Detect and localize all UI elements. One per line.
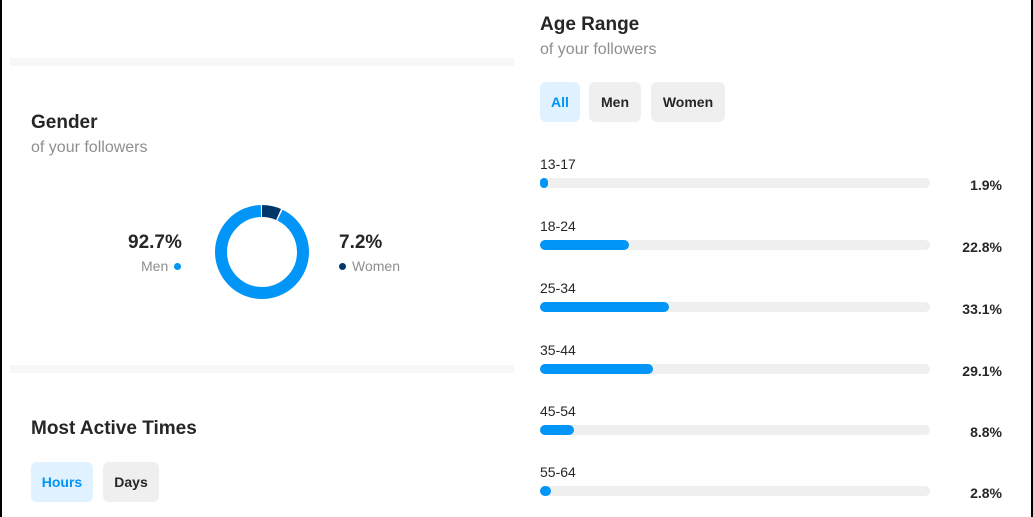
tab-days[interactable]: Days [103,462,159,502]
gender-subtitle: of your followers [31,139,148,156]
age-row-label: 45-54 [540,403,576,419]
age-bar-track [540,364,930,374]
age-row-value: 1.9% [970,177,1002,193]
age-range-subtitle: of your followers [540,41,657,58]
men-legend-dot [174,262,182,270]
women-legend-label: Women [352,258,400,274]
men-legend-label: Men [141,258,169,274]
age-bar-track [540,302,930,312]
age-bar-fill [540,178,548,188]
age-row: 55-64 2.8% [540,464,1002,514]
women-percent: 7.2% [339,232,383,253]
section-divider [10,58,514,66]
age-bar-fill [540,486,551,496]
women-legend: Women [339,258,400,274]
age-row-value: 2.8% [970,485,1002,501]
age-row-value: 22.8% [962,239,1002,255]
window-frame-right [1031,0,1033,517]
section-divider [10,365,514,373]
age-bar-track [540,178,930,188]
men-legend: Men [141,258,182,274]
filter-men[interactable]: Men [589,82,641,122]
age-row-value: 29.1% [962,363,1002,379]
age-row: 13-17 1.9% [540,156,1002,206]
age-row-label: 18-24 [540,218,576,234]
age-row: 25-34 33.1% [540,280,1002,330]
men-percent: 92.7% [128,232,182,253]
age-range-title: Age Range [540,14,640,35]
age-row-label: 55-64 [540,464,576,480]
age-row-label: 13-17 [540,156,576,172]
women-legend-dot [339,262,346,270]
gender-donut-chart [215,205,309,299]
age-bar-track [540,486,930,496]
age-bar-track [540,425,930,435]
age-row: 35-44 29.1% [540,342,1002,392]
age-bar-fill [540,240,629,250]
age-bar-fill [540,425,575,435]
age-bar-track [540,240,930,250]
left-column: Gender of your followers 92.7% Men 7.2% … [2,0,514,517]
age-bar-fill [540,302,670,312]
window-frame-left [0,0,2,517]
filter-all[interactable]: All [540,82,580,122]
filter-women[interactable]: Women [651,82,725,122]
donut-men-arc [215,205,309,299]
age-bar-fill [540,364,654,374]
age-row: 18-24 22.8% [540,218,1002,268]
donut-women-arc [215,205,309,299]
age-row-value: 33.1% [962,301,1002,317]
age-row-label: 35-44 [540,342,576,358]
age-row-label: 25-34 [540,280,576,296]
most-active-times-title: Most Active Times [31,418,197,439]
age-row: 45-54 8.8% [540,403,1002,453]
right-column: Age Range of your followers All Men Wome… [512,0,1031,517]
gender-title: Gender [31,112,98,133]
tab-hours[interactable]: Hours [31,462,93,502]
age-row-value: 8.8% [970,424,1002,440]
